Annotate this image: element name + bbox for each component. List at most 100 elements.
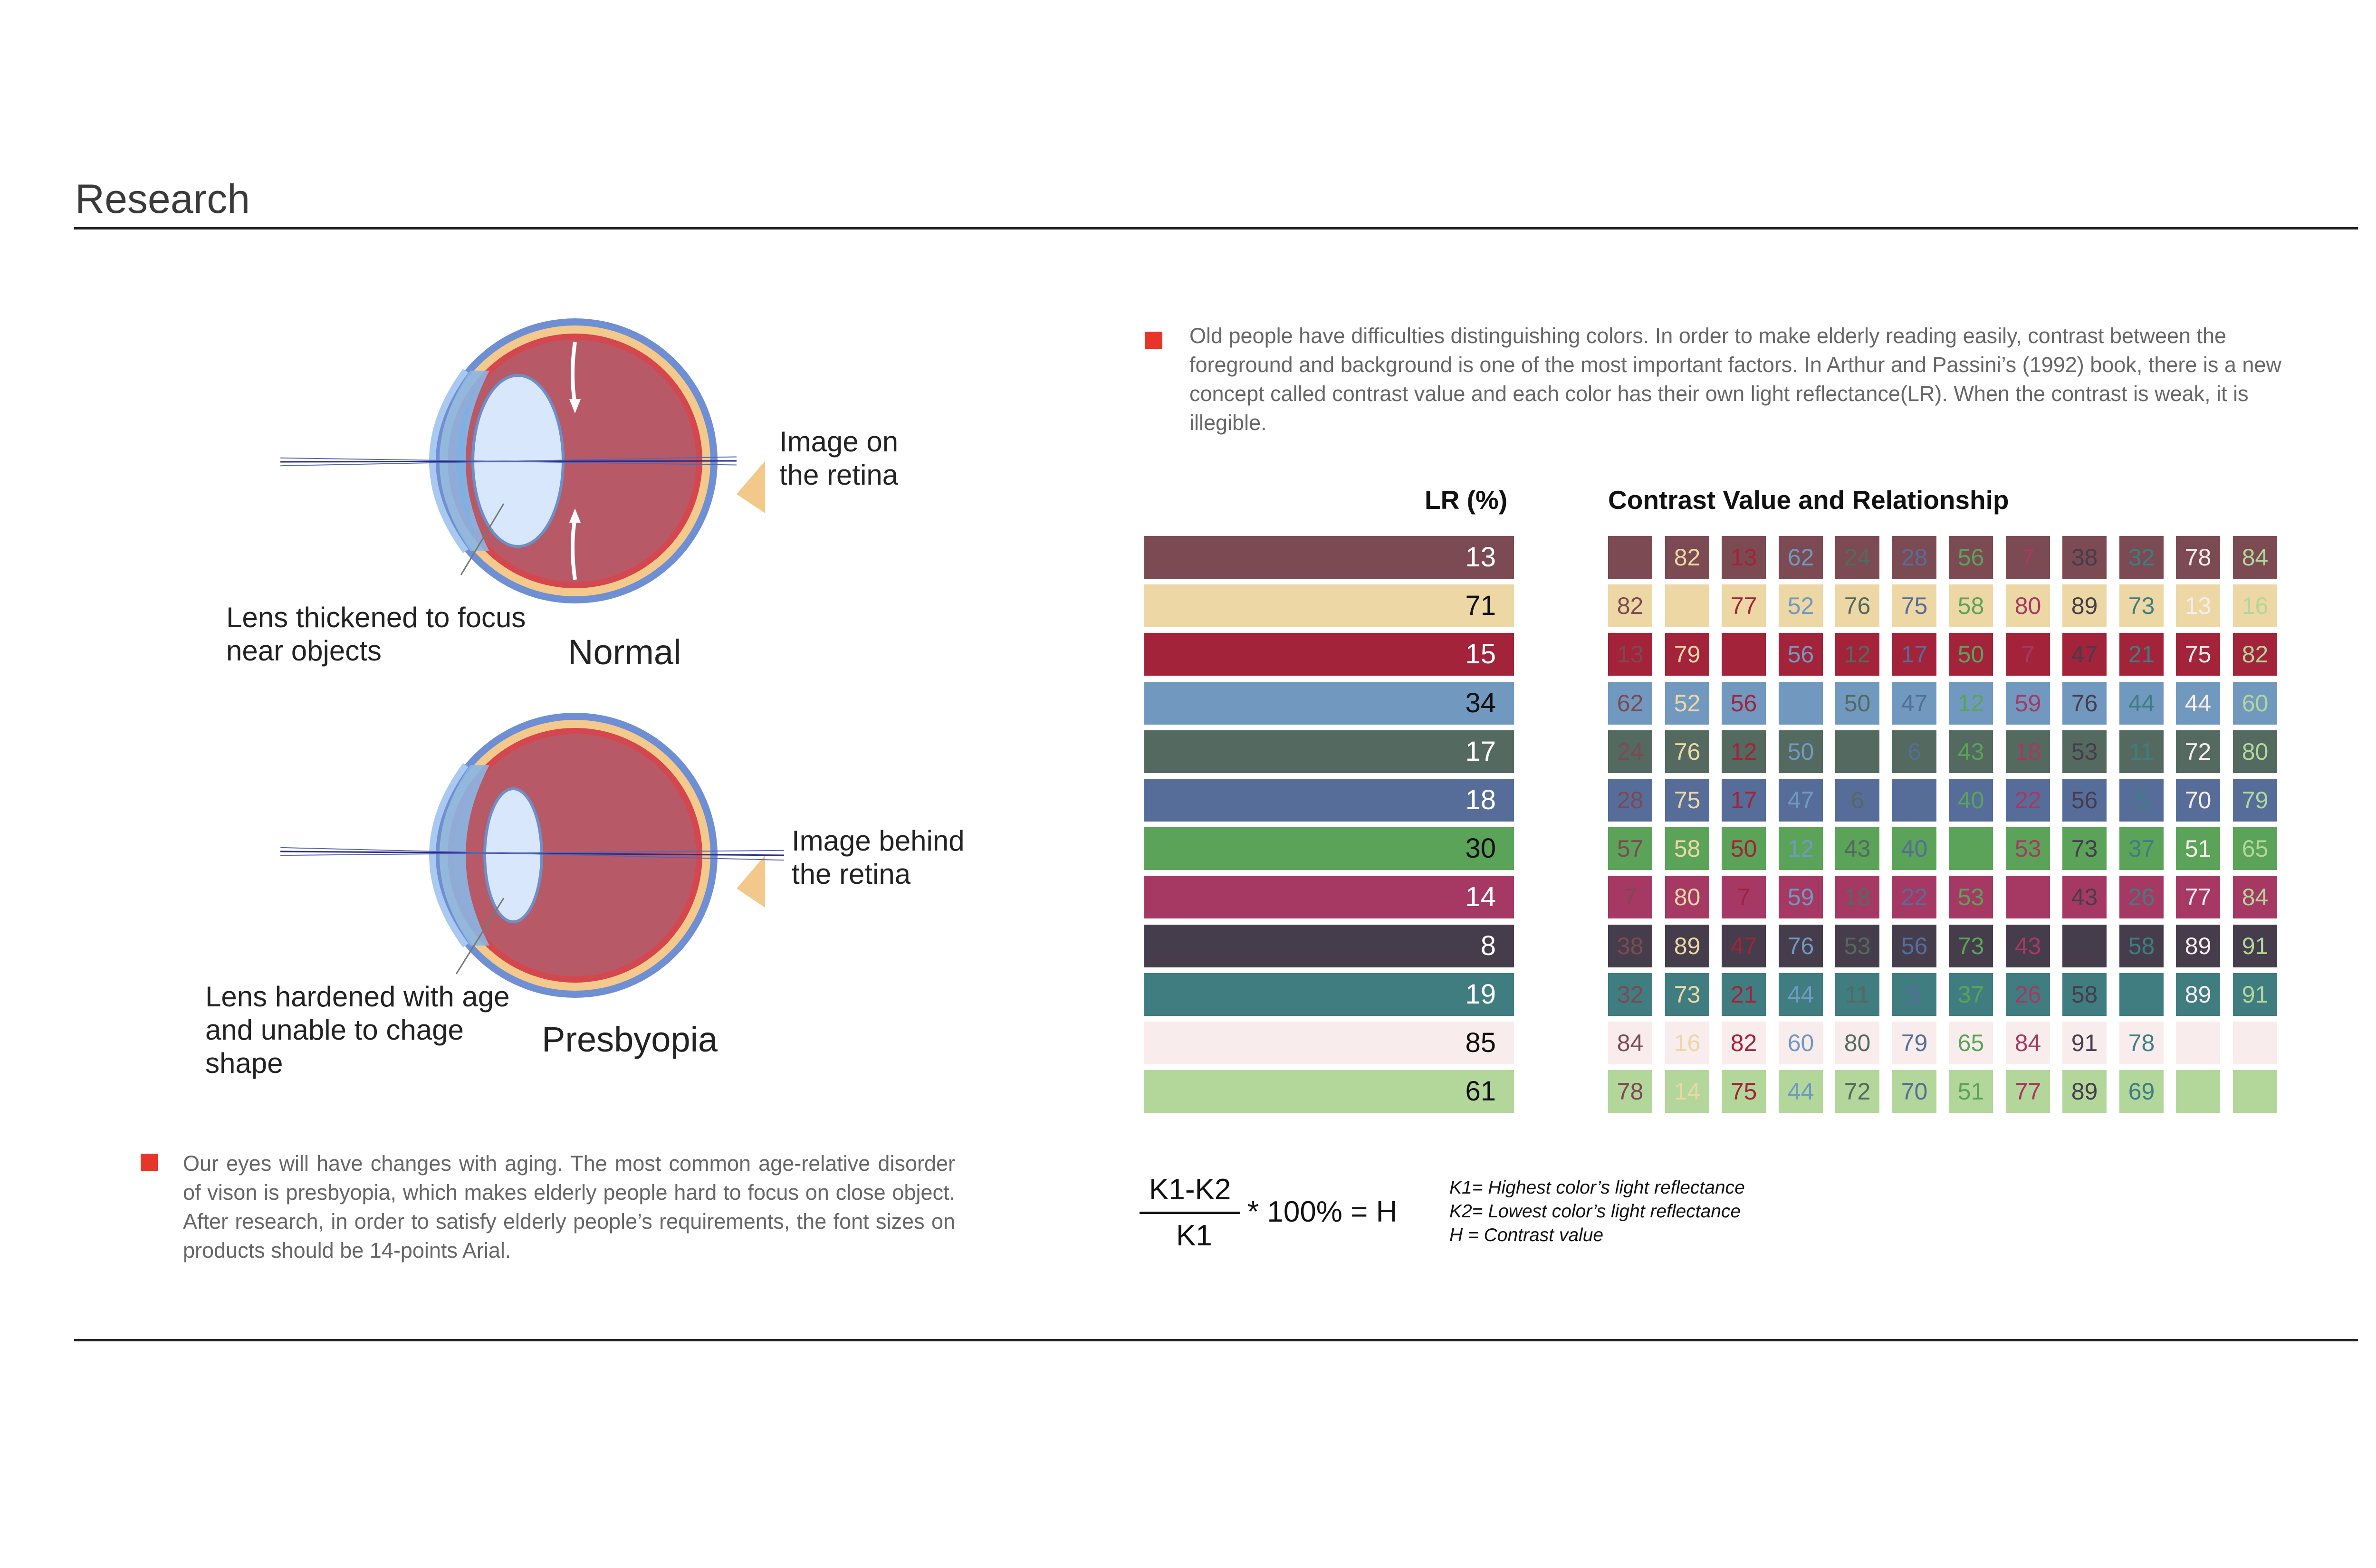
contrast-cell: 6 xyxy=(1835,779,1879,822)
contrast-cell: 65 xyxy=(2233,827,2277,870)
lr-header: LR (%) xyxy=(1425,485,1508,515)
contrast-cell: 76 xyxy=(1835,584,1879,627)
contrast-cell: 73 xyxy=(2062,827,2107,870)
bottom-divider xyxy=(74,1339,2358,1341)
lr-bar: 17 xyxy=(1144,730,1514,773)
contrast-cell xyxy=(2233,1022,2277,1064)
normal-lens-label-line: near objects xyxy=(226,635,382,667)
normal-eye-illustration xyxy=(280,318,765,603)
contrast-cell: 22 xyxy=(2006,779,2050,822)
contrast-cell: 62 xyxy=(1608,682,1652,725)
contrast-cell: 84 xyxy=(1608,1022,1652,1064)
contrast-cell: 76 xyxy=(2062,682,2107,725)
contrast-cell: 58 xyxy=(1949,584,1993,627)
presbyopia-image-label-line: the retina xyxy=(792,858,911,890)
contrast-cell: 56 xyxy=(2062,779,2107,822)
contrast-cell: 50 xyxy=(1779,730,1823,773)
contrast-cell: 79 xyxy=(1665,633,1709,676)
normal-image-label-line: the retina xyxy=(779,459,899,491)
normal-image-label: Image on the retina xyxy=(779,425,898,492)
contrast-cell: 77 xyxy=(1722,584,1766,627)
lr-bar: 8 xyxy=(1144,925,1514,967)
contrast-cell: 18 xyxy=(1835,876,1879,918)
contrast-cell: 78 xyxy=(2119,1022,2164,1064)
contrast-cell: 58 xyxy=(2119,925,2164,967)
contrast-cell: 43 xyxy=(2006,925,2050,967)
contrast-cell: 56 xyxy=(1779,633,1823,676)
lr-bar: 61 xyxy=(1144,1070,1514,1113)
presbyopia-lens-label-line: shape xyxy=(205,1047,283,1079)
contrast-cell: 89 xyxy=(2176,973,2220,1016)
top-divider xyxy=(74,227,2358,229)
contrast-cell: 78 xyxy=(1608,1070,1652,1113)
contrast-cell: 47 xyxy=(1722,925,1766,967)
contrast-cell: 77 xyxy=(2176,876,2220,918)
left-bullet-icon xyxy=(141,1154,158,1171)
lr-bar: 71 xyxy=(1144,584,1514,627)
contrast-cell: 75 xyxy=(1665,779,1709,822)
contrast-cell: 47 xyxy=(2062,633,2107,676)
contrast-cell: 59 xyxy=(2006,682,2050,725)
contrast-cell: 13 xyxy=(2176,584,2220,627)
contrast-cell xyxy=(2176,1070,2220,1113)
contrast-cell: 11 xyxy=(2119,730,2164,773)
contrast-cell xyxy=(1892,779,1936,822)
contrast-cell: 53 xyxy=(2062,730,2107,773)
contrast-cell: 89 xyxy=(2062,584,2107,627)
formula-legend-line: H = Contrast value xyxy=(1449,1225,1604,1245)
contrast-cell: 65 xyxy=(1949,1022,1993,1064)
contrast-cell: 60 xyxy=(1779,1022,1823,1064)
contrast-cell: 75 xyxy=(2176,633,2220,676)
right-paragraph: Old people have difficulties distinguish… xyxy=(1189,324,2281,435)
contrast-cell: 5 xyxy=(2119,779,2164,822)
contrast-cell xyxy=(1608,536,1652,579)
contrast-cell: 58 xyxy=(1665,827,1709,870)
contrast-cell: 69 xyxy=(2119,1070,2164,1113)
contrast-cell: 53 xyxy=(2006,827,2050,870)
contrast-cell: 44 xyxy=(1779,1070,1823,1113)
contrast-cell: 51 xyxy=(1949,1070,1993,1113)
contrast-cell xyxy=(2006,876,2050,918)
contrast-cell: 82 xyxy=(1608,584,1652,627)
contrast-cell: 50 xyxy=(1949,633,1993,676)
contrast-cell: 24 xyxy=(1835,536,1879,579)
contrast-cell xyxy=(1665,584,1709,627)
contrast-cell: 5 xyxy=(1892,973,1936,1016)
contrast-cell: 80 xyxy=(1665,876,1709,918)
formula-rest: * 100% = H xyxy=(1247,1195,1398,1228)
contrast-cell: 44 xyxy=(1779,973,1823,1016)
contrast-cell: 62 xyxy=(1779,536,1823,579)
contrast-cell: 82 xyxy=(1665,536,1709,579)
page-title: Research xyxy=(75,176,250,222)
contrast-cell: 40 xyxy=(1892,827,1936,870)
contrast-cell: 51 xyxy=(2176,827,2220,870)
contrast-cell: 56 xyxy=(1722,682,1766,725)
contrast-cell: 91 xyxy=(2233,973,2277,1016)
contrast-cell: 7 xyxy=(2006,536,2050,579)
contrast-cell: 12 xyxy=(1835,633,1879,676)
contrast-cell: 50 xyxy=(1722,827,1766,870)
contrast-cell: 6 xyxy=(1892,730,1936,773)
contrast-cell: 89 xyxy=(1665,925,1709,967)
contrast-cell: 89 xyxy=(2062,1070,2107,1113)
contrast-cell: 80 xyxy=(1835,1022,1879,1064)
contrast-cell: 28 xyxy=(2176,1022,2220,1064)
contrast-cell: 53 xyxy=(1949,876,1993,918)
matrix-header: Contrast Value and Relationship xyxy=(1608,485,2009,515)
presbyopia-eye-illustration xyxy=(280,713,785,998)
contrast-cell: 38 xyxy=(1608,925,1652,967)
contrast-cell: 47 xyxy=(1779,779,1823,822)
contrast-cell: 28 xyxy=(2233,1070,2277,1113)
contrast-cell: 75 xyxy=(1892,584,1936,627)
contrast-cell: 26 xyxy=(2119,876,2164,918)
contrast-cell: 13 xyxy=(1608,633,1652,676)
contrast-cell: 7 xyxy=(1722,876,1766,918)
contrast-cell: 17 xyxy=(1722,779,1766,822)
lr-bar: 13 xyxy=(1144,536,1514,579)
contrast-cell xyxy=(1835,730,1879,773)
contrast-cell: 57 xyxy=(1608,827,1652,870)
contrast-cell xyxy=(2062,925,2107,967)
contrast-cell: 21 xyxy=(1722,973,1766,1016)
contrast-cell: 37 xyxy=(2119,827,2164,870)
lr-bar: 15 xyxy=(1144,633,1514,676)
